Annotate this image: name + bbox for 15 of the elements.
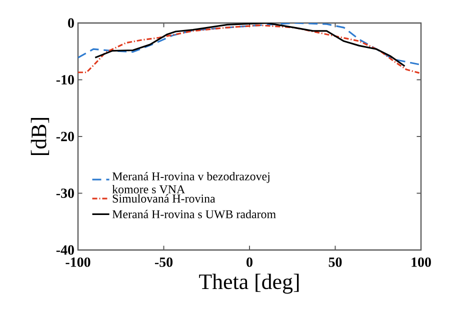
x-tick-label: 0 [246,258,252,267]
legend-label: Meraná H-rovina s UWB radarom [112,210,276,218]
x-axis-title: Theta [deg] [199,274,299,294]
y-tick-label: -20 [56,132,74,142]
y-tick-label: -40 [56,245,74,255]
y-tick-label: 0 [68,18,74,28]
legend-label: Meraná H-rovina v bezodrazovej komore s VNA [112,172,270,194]
y-tick-label: -10 [56,75,74,84]
x-tick-label: -100 [66,258,90,267]
x-tick-label: -50 [154,258,173,267]
y-tick-label: -30 [56,188,74,198]
x-tick-label: 100 [412,258,431,267]
y-axis-title: [dB] [30,118,50,155]
x-tick-label: 50 [328,258,342,267]
legend-label: Simulovaná H-rovina [112,194,216,203]
